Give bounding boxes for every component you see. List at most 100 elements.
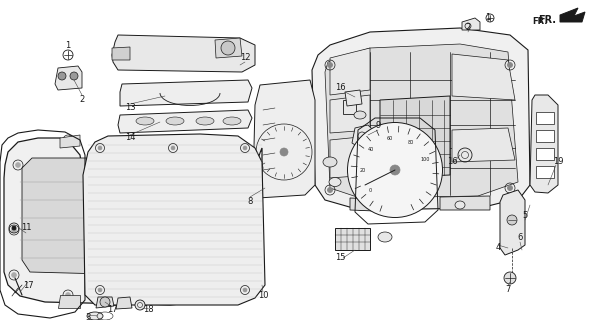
Circle shape [390,165,400,175]
Circle shape [100,297,110,307]
Polygon shape [112,35,255,72]
Polygon shape [215,38,242,58]
Circle shape [243,288,247,292]
Polygon shape [253,80,315,198]
Text: 16: 16 [334,84,345,92]
Ellipse shape [87,312,103,320]
Text: 19: 19 [553,157,563,166]
Polygon shape [452,54,515,100]
Polygon shape [536,112,554,124]
Circle shape [70,72,78,80]
Text: 5: 5 [522,211,528,220]
Circle shape [221,41,235,55]
Polygon shape [380,96,450,178]
Text: 10: 10 [258,291,268,300]
Text: 12: 12 [240,53,250,62]
Circle shape [327,62,333,68]
Polygon shape [536,148,554,160]
Text: 11: 11 [21,223,32,233]
Circle shape [65,138,70,142]
Ellipse shape [329,178,341,187]
Polygon shape [335,228,370,250]
Text: 7: 7 [505,285,511,294]
Circle shape [98,146,102,150]
Polygon shape [560,8,585,22]
Polygon shape [343,100,356,114]
Polygon shape [500,190,525,255]
Ellipse shape [323,157,337,167]
Polygon shape [118,110,252,133]
Circle shape [508,186,512,190]
Polygon shape [352,125,373,148]
Circle shape [508,62,512,68]
Polygon shape [58,295,80,308]
Polygon shape [22,158,118,274]
Circle shape [507,215,517,225]
Polygon shape [55,66,82,90]
Polygon shape [345,90,362,106]
Circle shape [504,272,516,284]
Text: 40: 40 [367,147,374,152]
Text: FR.: FR. [533,18,548,27]
Polygon shape [116,297,132,309]
Text: 100: 100 [421,156,430,162]
Circle shape [58,72,66,80]
Circle shape [11,228,17,233]
Polygon shape [536,166,554,178]
Circle shape [327,188,333,193]
Text: 80: 80 [408,140,414,145]
Text: 14: 14 [125,133,135,142]
Text: 2: 2 [79,95,84,105]
Circle shape [11,273,17,277]
Polygon shape [536,130,554,142]
Circle shape [198,292,202,298]
Circle shape [15,163,20,167]
Text: 16: 16 [447,157,458,166]
Circle shape [12,226,16,230]
Polygon shape [530,95,558,193]
Circle shape [249,228,255,233]
Text: 9: 9 [375,121,381,130]
Text: 8: 8 [248,197,253,206]
Text: 1: 1 [65,41,71,50]
Text: 17: 17 [23,281,33,290]
Text: 18: 18 [143,306,154,315]
Circle shape [171,146,175,150]
Ellipse shape [223,117,241,125]
Polygon shape [462,18,480,30]
Circle shape [137,292,142,298]
Polygon shape [452,128,515,162]
Polygon shape [60,135,80,148]
Ellipse shape [378,232,392,242]
Polygon shape [440,196,490,210]
Text: 2: 2 [465,23,471,33]
Polygon shape [128,158,242,280]
Text: 60: 60 [386,136,393,141]
Circle shape [243,146,247,150]
Text: 13: 13 [125,103,135,113]
Ellipse shape [455,201,465,209]
Text: 0: 0 [369,188,372,193]
Polygon shape [325,44,518,198]
Ellipse shape [196,117,214,125]
Polygon shape [330,48,370,95]
Polygon shape [112,47,130,60]
Ellipse shape [166,117,184,125]
Text: 3: 3 [85,314,90,320]
Polygon shape [96,297,114,308]
Circle shape [98,288,102,292]
Text: 4: 4 [496,244,500,252]
Circle shape [65,292,70,298]
Polygon shape [4,138,262,305]
Polygon shape [330,95,370,133]
Circle shape [248,276,252,281]
Text: 20: 20 [360,167,366,172]
Polygon shape [312,28,530,210]
Ellipse shape [347,123,443,218]
Text: 17: 17 [107,306,117,315]
Polygon shape [83,134,265,305]
Text: 15: 15 [335,253,345,262]
Circle shape [255,165,261,171]
Ellipse shape [136,117,154,125]
Text: FR.: FR. [538,15,556,25]
